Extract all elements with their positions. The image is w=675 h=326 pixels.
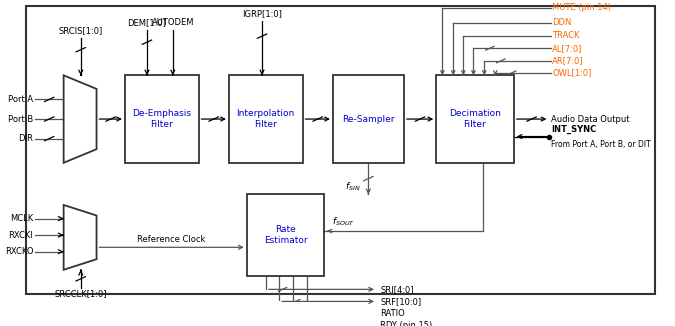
Text: AUTODEM: AUTODEM bbox=[151, 18, 194, 27]
Text: SRI[4:0]: SRI[4:0] bbox=[380, 285, 414, 294]
Text: TRACK: TRACK bbox=[552, 31, 580, 40]
Text: Rate
Estimator: Rate Estimator bbox=[264, 225, 307, 245]
Text: Audio Data Output: Audio Data Output bbox=[551, 114, 630, 124]
Text: Reference Clock: Reference Clock bbox=[138, 235, 206, 244]
Bar bbox=[125, 75, 198, 163]
Text: RATIO: RATIO bbox=[380, 309, 405, 318]
Text: $f_{SOUT}$: $f_{SOUT}$ bbox=[332, 215, 355, 228]
Text: Decimation
Filter: Decimation Filter bbox=[449, 109, 501, 129]
Bar bbox=[333, 75, 404, 163]
Bar bbox=[229, 75, 302, 163]
Text: MCLK: MCLK bbox=[10, 214, 33, 223]
Text: Re-Sampler: Re-Sampler bbox=[342, 114, 395, 124]
Text: MUTE (pin 14): MUTE (pin 14) bbox=[552, 3, 611, 12]
Text: AL[7:0]: AL[7:0] bbox=[552, 44, 583, 53]
Text: SRF[10:0]: SRF[10:0] bbox=[380, 297, 421, 306]
Text: SRCCLK[1:0]: SRCCLK[1:0] bbox=[55, 289, 107, 298]
Text: Port A: Port A bbox=[8, 95, 33, 104]
Text: DIR: DIR bbox=[18, 134, 33, 143]
Text: DEM[1:0]: DEM[1:0] bbox=[128, 18, 167, 27]
Text: DDN: DDN bbox=[552, 18, 571, 27]
Text: RXCKI: RXCKI bbox=[9, 230, 33, 240]
Text: INT_SYNC: INT_SYNC bbox=[551, 125, 597, 134]
Text: From Port A, Port B, or DIT: From Port A, Port B, or DIT bbox=[551, 140, 651, 149]
Text: IGRP[1:0]: IGRP[1:0] bbox=[242, 9, 282, 18]
Text: De-Emphasis
Filter: De-Emphasis Filter bbox=[132, 109, 191, 129]
Text: Interpolation
Filter: Interpolation Filter bbox=[236, 109, 295, 129]
Text: Port B: Port B bbox=[8, 114, 33, 124]
Polygon shape bbox=[63, 205, 97, 270]
Bar bbox=[246, 194, 324, 276]
Polygon shape bbox=[63, 75, 97, 163]
Text: RDY (pin 15): RDY (pin 15) bbox=[380, 321, 433, 326]
Text: RXCKO: RXCKO bbox=[5, 247, 33, 256]
Text: $f_{SIN}$: $f_{SIN}$ bbox=[345, 181, 360, 193]
Bar bbox=[436, 75, 514, 163]
Text: SRCIS[1:0]: SRCIS[1:0] bbox=[59, 26, 103, 35]
Text: OWL[1:0]: OWL[1:0] bbox=[552, 68, 591, 78]
Text: AR[7:0]: AR[7:0] bbox=[552, 56, 584, 66]
